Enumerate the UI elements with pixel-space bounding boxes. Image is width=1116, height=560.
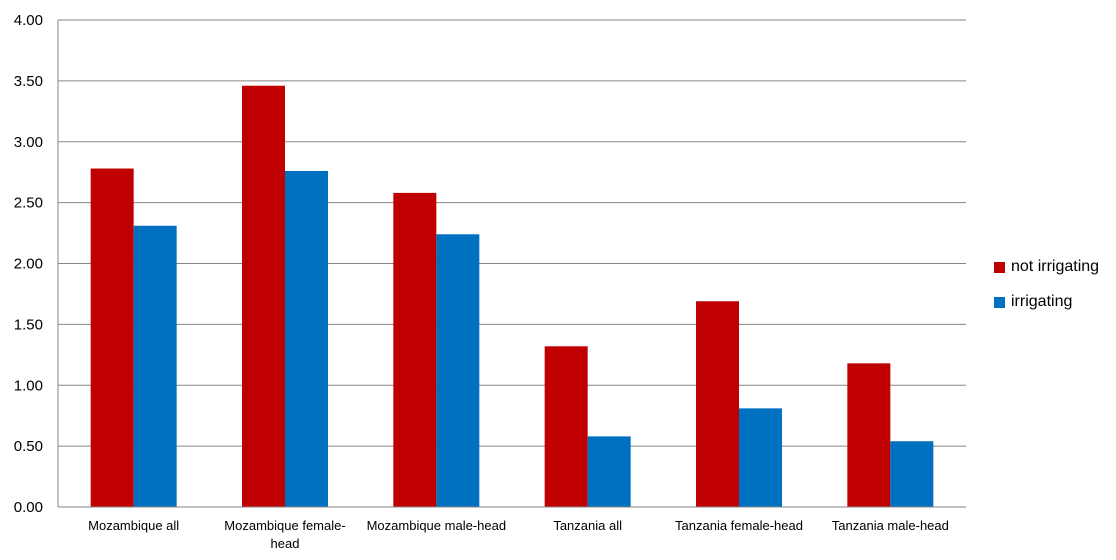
legend-label-not-irrigating: not irrigating [1011,258,1100,275]
bar-not-irrigating [393,192,437,507]
x-category-label: Mozambique all [88,518,179,533]
y-axis-tick-labels: 0.00 0.50 1.00 1.50 2.00 2.50 3.00 3.50 4.00 [14,12,43,516]
bar-irrigating [436,234,480,507]
y-tick-label: 1.50 [14,316,43,333]
bar-irrigating [739,408,782,507]
legend-swatch-irrigating [994,296,1005,308]
x-category-label: Tanzania male-head [832,518,949,533]
bar-not-irrigating [847,363,891,507]
x-category-label: head [271,536,300,551]
x-category-label: Mozambique female- [224,518,345,533]
legend: not irrigating irrigating [994,256,1099,326]
bar-irrigating [285,170,328,507]
legend-item-irrigating: irrigating [994,291,1099,313]
y-tick-label: 1.00 [14,377,43,394]
y-tick-label: 3.50 [14,73,43,90]
legend-label-irrigating: irrigating [1011,293,1073,310]
y-tick-label: 3.00 [14,134,43,151]
bar-not-irrigating [90,168,134,507]
bar-irrigating [587,436,631,507]
x-category-label: Tanzania all [553,518,622,533]
bar-irrigating [133,225,177,507]
bar-not-irrigating [242,85,285,508]
x-category-label: Tanzania female-head [675,518,803,533]
legend-item-not-irrigating: not irrigating [994,256,1099,278]
axes [57,20,966,508]
x-category-label: Mozambique male-head [367,518,506,533]
y-tick-label: 4.00 [14,12,43,29]
bar-not-irrigating [544,346,588,507]
legend-swatch-not-irrigating [994,261,1005,273]
x-axis-category-labels: Mozambique all Mozambique female-head Moza… [88,518,949,551]
bar-not-irrigating [696,301,739,507]
bars [90,85,934,508]
y-tick-label: 0.50 [14,438,43,455]
bar-irrigating [890,441,934,507]
y-tick-label: 2.50 [14,195,43,212]
gridlines [58,19,966,508]
y-tick-label: 0.00 [14,499,43,516]
y-tick-label: 2.00 [14,256,43,273]
